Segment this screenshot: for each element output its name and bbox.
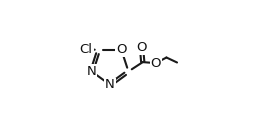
Text: N: N bbox=[105, 78, 115, 91]
Text: O: O bbox=[151, 57, 161, 70]
Text: O: O bbox=[136, 41, 147, 54]
Text: Cl: Cl bbox=[80, 43, 93, 56]
Text: N: N bbox=[87, 65, 96, 78]
Text: O: O bbox=[116, 43, 127, 56]
